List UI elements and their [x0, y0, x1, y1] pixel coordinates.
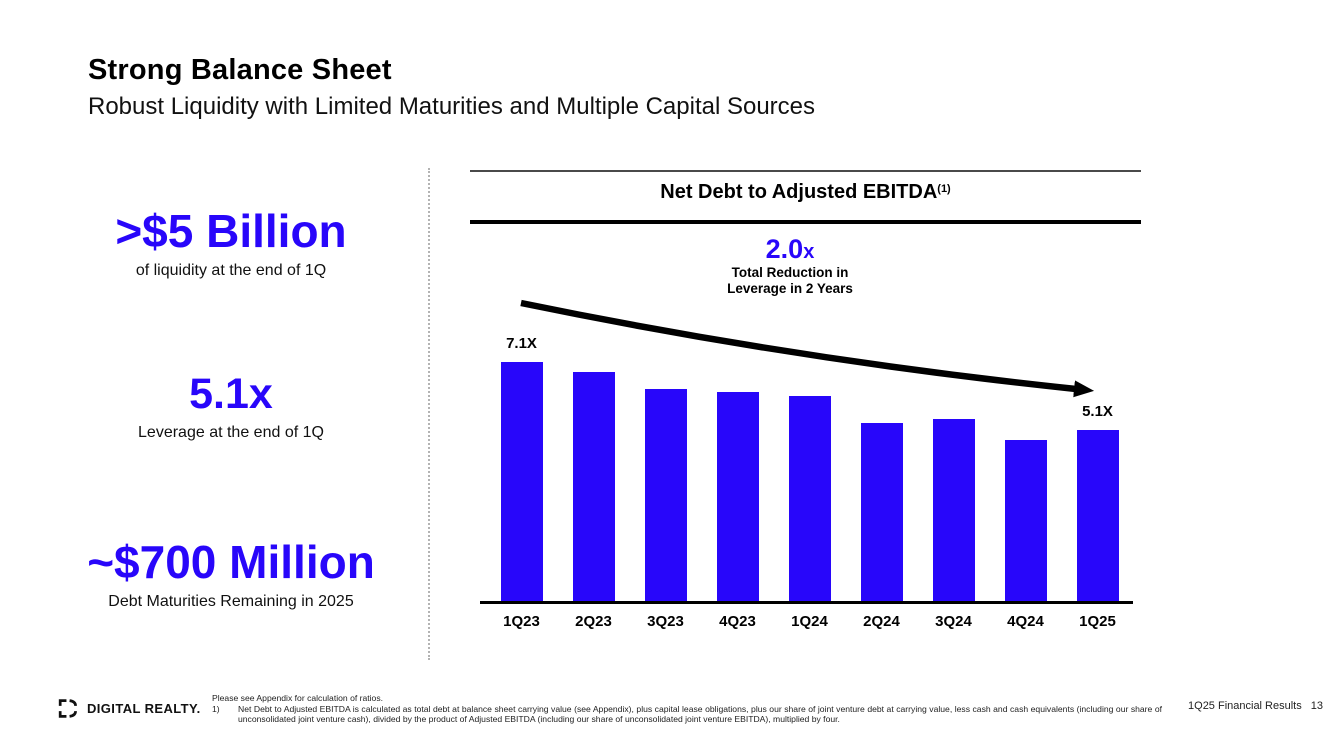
bar-4Q24	[1004, 440, 1047, 603]
vertical-dotted-divider	[428, 168, 430, 660]
company-logo: DIGITAL REALTY.	[56, 697, 201, 720]
footnote-item-1: 1) Net Debt to Adjusted EBITDA is calcul…	[212, 704, 1162, 725]
chart-title: Net Debt to Adjusted EBITDA(1)	[470, 181, 1141, 204]
stat-maturities-caption: Debt Maturities Remaining in 2025	[108, 593, 354, 611]
bar-2Q24	[860, 423, 903, 603]
chart-title-footnote-ref: (1)	[937, 183, 951, 195]
stat-maturities-value: ~$700 Million	[87, 536, 375, 588]
x-tick-label-3Q23: 3Q23	[647, 613, 684, 630]
x-tick-label-1Q24: 1Q24	[791, 613, 828, 630]
page-subtitle: Robust Liquidity with Limited Maturities…	[88, 93, 816, 120]
bar-value-label-1Q25: 5.1X	[1082, 403, 1113, 420]
bar-2Q23	[572, 372, 615, 603]
bar-4Q23	[716, 392, 759, 603]
x-tick-label-1Q25: 1Q25	[1079, 613, 1116, 630]
x-tick-label-2Q24: 2Q24	[863, 613, 900, 630]
annotation-line1: Total Reduction in	[731, 264, 849, 280]
page-info: 1Q25 Financial Results 13	[1188, 700, 1323, 712]
x-tick-label-4Q23: 4Q23	[719, 613, 756, 630]
annotation-headline: 2.0x	[670, 234, 910, 265]
bar-1Q25	[1076, 430, 1119, 603]
footnotes: Please see Appendix for calculation of r…	[212, 693, 1162, 725]
chart-panel: Net Debt to Adjusted EBITDA(1) 2.0x Tota…	[470, 163, 1141, 668]
stat-leverage-caption: Leverage at the end of 1Q	[138, 424, 324, 442]
x-tick-label-2Q23: 2Q23	[575, 613, 612, 630]
stat-liquidity-value: >$5 Billion	[115, 205, 347, 257]
x-tick-label-1Q23: 1Q23	[503, 613, 540, 630]
footnote-body: Net Debt to Adjusted EBITDA is calculate…	[238, 703, 1162, 725]
annotation-headline-number: 2.0	[765, 234, 804, 264]
annotation-headline-suffix: x	[803, 241, 815, 263]
stat-liquidity-caption: of liquidity at the end of 1Q	[135, 262, 327, 280]
x-tick-label-4Q24: 4Q24	[1007, 613, 1044, 630]
page-number: 13	[1310, 700, 1323, 712]
page-title: Strong Balance Sheet	[88, 54, 392, 86]
footnote-number: 1)	[212, 703, 220, 714]
slide-header: Strong Balance Sheet Robust Liquidity wi…	[88, 54, 815, 121]
annotation-line2: Leverage in 2 Years	[727, 280, 853, 296]
chart-annotation: 2.0x Total Reduction in Leverage in 2 Ye…	[670, 234, 910, 297]
deck-title: 1Q25 Financial Results	[1188, 700, 1302, 712]
chart-title-text: Net Debt to Adjusted EBITDA	[660, 181, 938, 203]
bar-3Q23	[644, 389, 687, 603]
bar-1Q23	[500, 362, 543, 603]
footnote-line1: Please see Appendix for calculation of r…	[212, 693, 384, 703]
bar-1Q24	[788, 396, 831, 603]
x-tick-label-3Q24: 3Q24	[935, 613, 972, 630]
logo-wordmark: DIGITAL REALTY.	[87, 701, 201, 716]
stat-leverage-value: 5.1x	[189, 370, 273, 418]
x-axis-line	[480, 601, 1133, 604]
bar-3Q24	[932, 419, 975, 603]
chart-top-rule	[470, 170, 1141, 172]
stat-maturities: ~$700 Million Debt Maturities Remaining …	[35, 538, 427, 611]
stat-liquidity: >$5 Billion of liquidity at the end of 1…	[35, 207, 427, 280]
bar-value-label-1Q23: 7.1X	[506, 335, 537, 352]
stat-leverage: 5.1x Leverage at the end of 1Q	[35, 370, 427, 442]
digital-realty-logo-icon	[58, 699, 77, 718]
chart-title-underline	[470, 220, 1141, 224]
